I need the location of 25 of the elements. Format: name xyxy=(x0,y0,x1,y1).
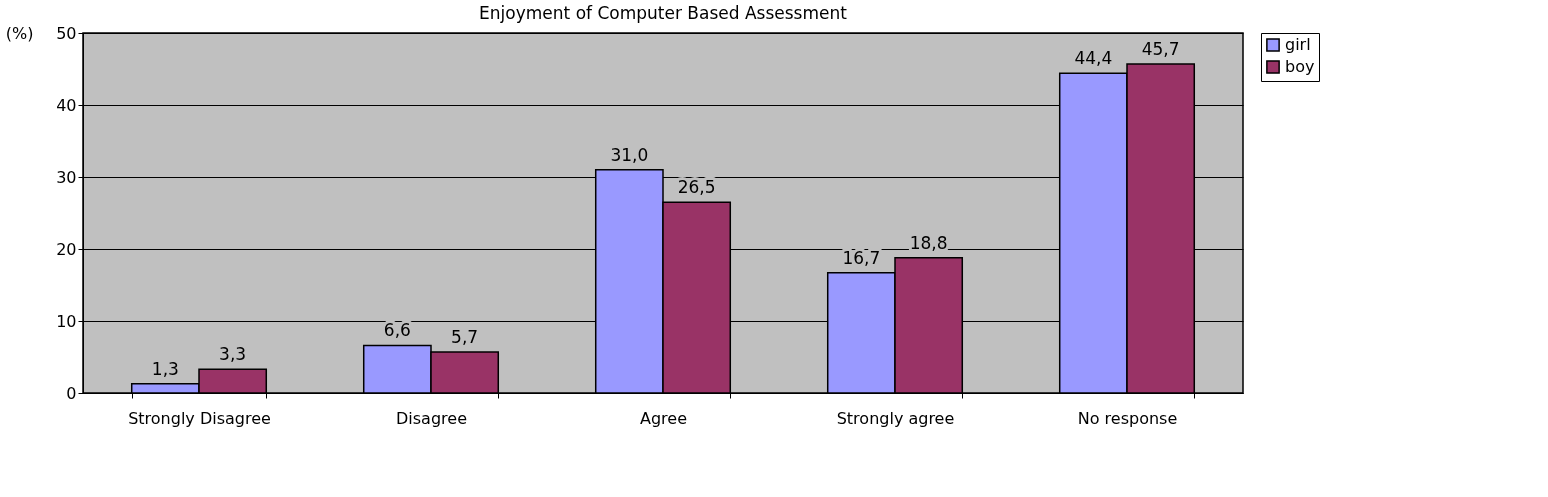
data-label: 5,7 xyxy=(451,326,479,347)
data-label: 18,8 xyxy=(909,232,948,253)
y-tick-label: 0 xyxy=(66,383,77,403)
x-tick-label: Strongly Disagree xyxy=(128,408,271,428)
x-tick-label: Agree xyxy=(639,408,688,428)
y-tick-label: 20 xyxy=(56,239,77,259)
data-label: 44,4 xyxy=(1074,48,1113,69)
y-tick-label: 50 xyxy=(56,23,77,43)
legend-label: girl xyxy=(1285,35,1311,54)
data-label: 16,7 xyxy=(842,247,881,268)
y-tick-label: 10 xyxy=(56,311,77,331)
data-label: 31,0 xyxy=(610,144,649,165)
y-tick-label: 30 xyxy=(56,167,77,187)
data-label: 6,6 xyxy=(383,320,411,341)
chart-title: Enjoyment of Computer Based Assessment xyxy=(479,3,848,23)
data-label: 3,3 xyxy=(219,344,247,365)
x-tick-label: Disagree xyxy=(396,408,467,428)
data-label: 45,7 xyxy=(1141,38,1180,59)
x-tick-label: Strongly agree xyxy=(836,408,955,428)
y-axis-title: (%) xyxy=(5,23,34,43)
data-label: 26,5 xyxy=(677,177,716,198)
data-label: 1,3 xyxy=(151,358,179,379)
x-tick-label: No response xyxy=(1077,408,1178,428)
y-tick-label: 40 xyxy=(56,95,77,115)
legend-label: boy xyxy=(1285,57,1315,76)
